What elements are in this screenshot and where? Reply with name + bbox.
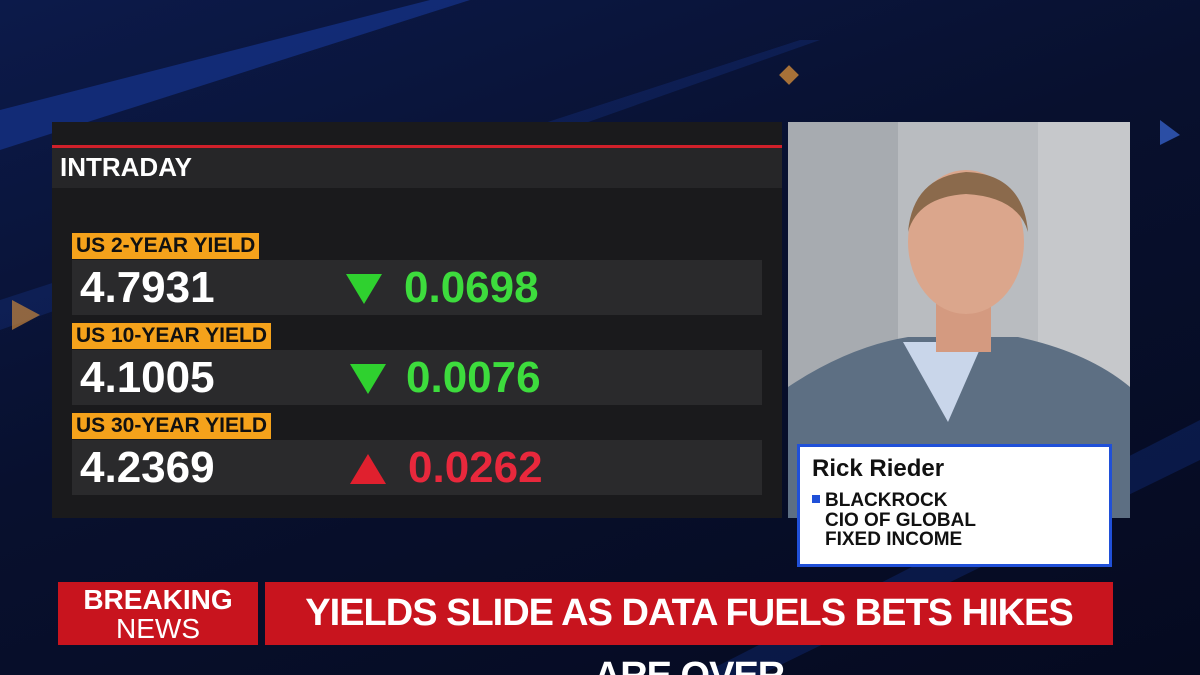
guest-role: CIO OF GLOBAL FIXED INCOME <box>825 510 976 550</box>
yield-value: 4.1005 <box>80 353 215 402</box>
intraday-panel: INTRADAY US 2-YEAR YIELD 4.7931 0.0698 U… <box>52 122 782 518</box>
guest-name: Rick Rieder <box>812 455 945 482</box>
down-arrow <box>346 274 382 304</box>
yield-change: 0.0262 <box>408 443 543 492</box>
breaking-badge: BREAKING NEWS <box>58 582 258 645</box>
up-arrow <box>350 454 386 484</box>
title-bar: INTRADAY <box>52 145 782 188</box>
row: 4.2369 0.0262 <box>72 440 762 495</box>
down-arrow <box>350 364 386 394</box>
guest-affiliation: BLACKROCK <box>825 490 948 511</box>
row-label: US 2-YEAR YIELD <box>72 233 260 259</box>
row-label: US 10-YEAR YIELD <box>72 323 271 349</box>
row: 4.7931 0.0698 <box>72 260 762 315</box>
row: 4.1005 0.0076 <box>72 350 762 405</box>
yield-value: 4.2369 <box>80 443 215 492</box>
yield-change: 0.0698 <box>404 263 539 312</box>
panel-title: INTRADAY <box>60 152 192 182</box>
badge-line: BREAKING <box>83 584 233 615</box>
headline: YIELDS SLIDE AS DATA FUELS BETS HIKES AR… <box>265 582 1113 675</box>
bullet <box>812 495 820 503</box>
guest-name-box: Rick Rieder BLACKROCK CIO OF GLOBAL FIXE… <box>797 444 1112 567</box>
badge-line: NEWS <box>116 613 200 644</box>
yield-value: 4.7931 <box>80 263 215 312</box>
row-label: US 30-YEAR YIELD <box>72 413 271 439</box>
yield-change: 0.0076 <box>406 353 541 402</box>
